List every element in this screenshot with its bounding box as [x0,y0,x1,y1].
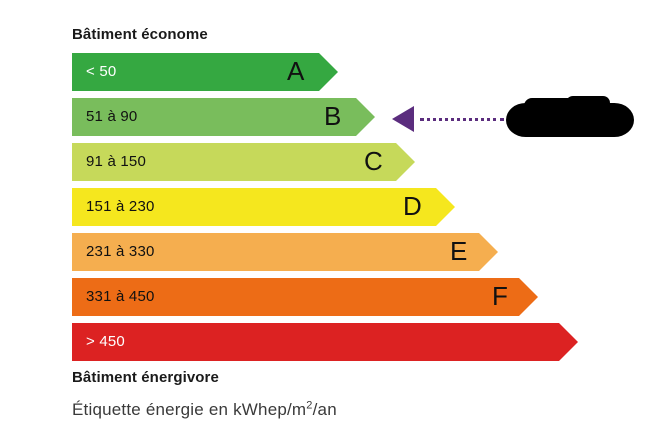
energy-band-c-arrow-tip [396,143,415,181]
energy-band-f-range: 331 à 450 [86,288,155,305]
energy-band-b-body [72,98,356,136]
energy-band-a-letter: A [287,56,305,86]
marker-arrow-icon [392,106,414,132]
caption-energy-unit-prefix: Étiquette énergie en kWhep/m [72,400,307,419]
energy-band-d-range: 151 à 230 [86,198,155,215]
caption-energy-unit-suffix: /an [312,400,337,419]
energy-band-f-arrow-tip [519,278,538,316]
energy-band-d[interactable]: 151 à 230 D [72,188,455,226]
energy-band-d-arrow-tip [436,188,455,226]
energy-band-e[interactable]: 231 à 330 E [72,233,498,271]
energy-band-c[interactable]: 91 à 150 C [72,143,415,181]
energy-band-f-letter: F [492,281,508,311]
energy-band-g-arrow-tip [559,323,578,361]
energy-band-g-range: > 450 [86,333,125,350]
energy-band-a-range: < 50 [86,63,117,80]
energy-band-b-arrow-tip [356,98,375,136]
energy-band-a[interactable]: < 50 A [72,53,338,91]
energy-band-b-letter: B [324,101,342,131]
energy-band-e-body [72,233,479,271]
energy-band-f[interactable]: 331 à 450 F [72,278,538,316]
energy-band-d-letter: D [403,191,422,221]
energy-band-f-body [72,278,519,316]
energy-band-a-arrow-tip [319,53,338,91]
energy-band-c-range: 91 à 150 [86,153,146,170]
caption-energy-intensive-building: Bâtiment énergivore [72,369,219,386]
marker-redacted-value [506,96,634,137]
marker-leader-line [420,118,504,121]
energy-band-c-letter: C [364,146,383,176]
caption-economical-building: Bâtiment économe [72,26,208,43]
caption-energy-unit-exponent: 2 [306,399,313,412]
energy-band-e-letter: E [450,236,468,266]
energy-band-b[interactable]: 51 à 90 B [72,98,375,136]
caption-energy-unit: Étiquette énergie en kWhep/m2/an [72,400,337,420]
energy-band-e-arrow-tip [479,233,498,271]
energy-band-d-body [72,188,436,226]
energy-band-a-body [72,53,319,91]
energy-band-e-range: 231 à 330 [86,243,155,260]
energy-band-c-body [72,143,396,181]
energy-band-b-range: 51 à 90 [86,108,138,125]
energy-band-g-body [72,323,559,361]
energy-band-g[interactable]: > 450 [72,323,578,361]
